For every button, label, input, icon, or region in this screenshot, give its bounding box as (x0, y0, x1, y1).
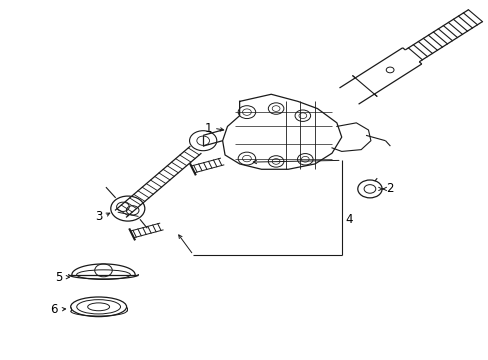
Text: 1: 1 (204, 122, 211, 135)
Text: 3: 3 (95, 210, 102, 223)
Text: 6: 6 (50, 303, 58, 316)
Text: 5: 5 (55, 271, 62, 284)
Text: 4: 4 (345, 213, 352, 226)
Text: 2: 2 (385, 183, 392, 195)
